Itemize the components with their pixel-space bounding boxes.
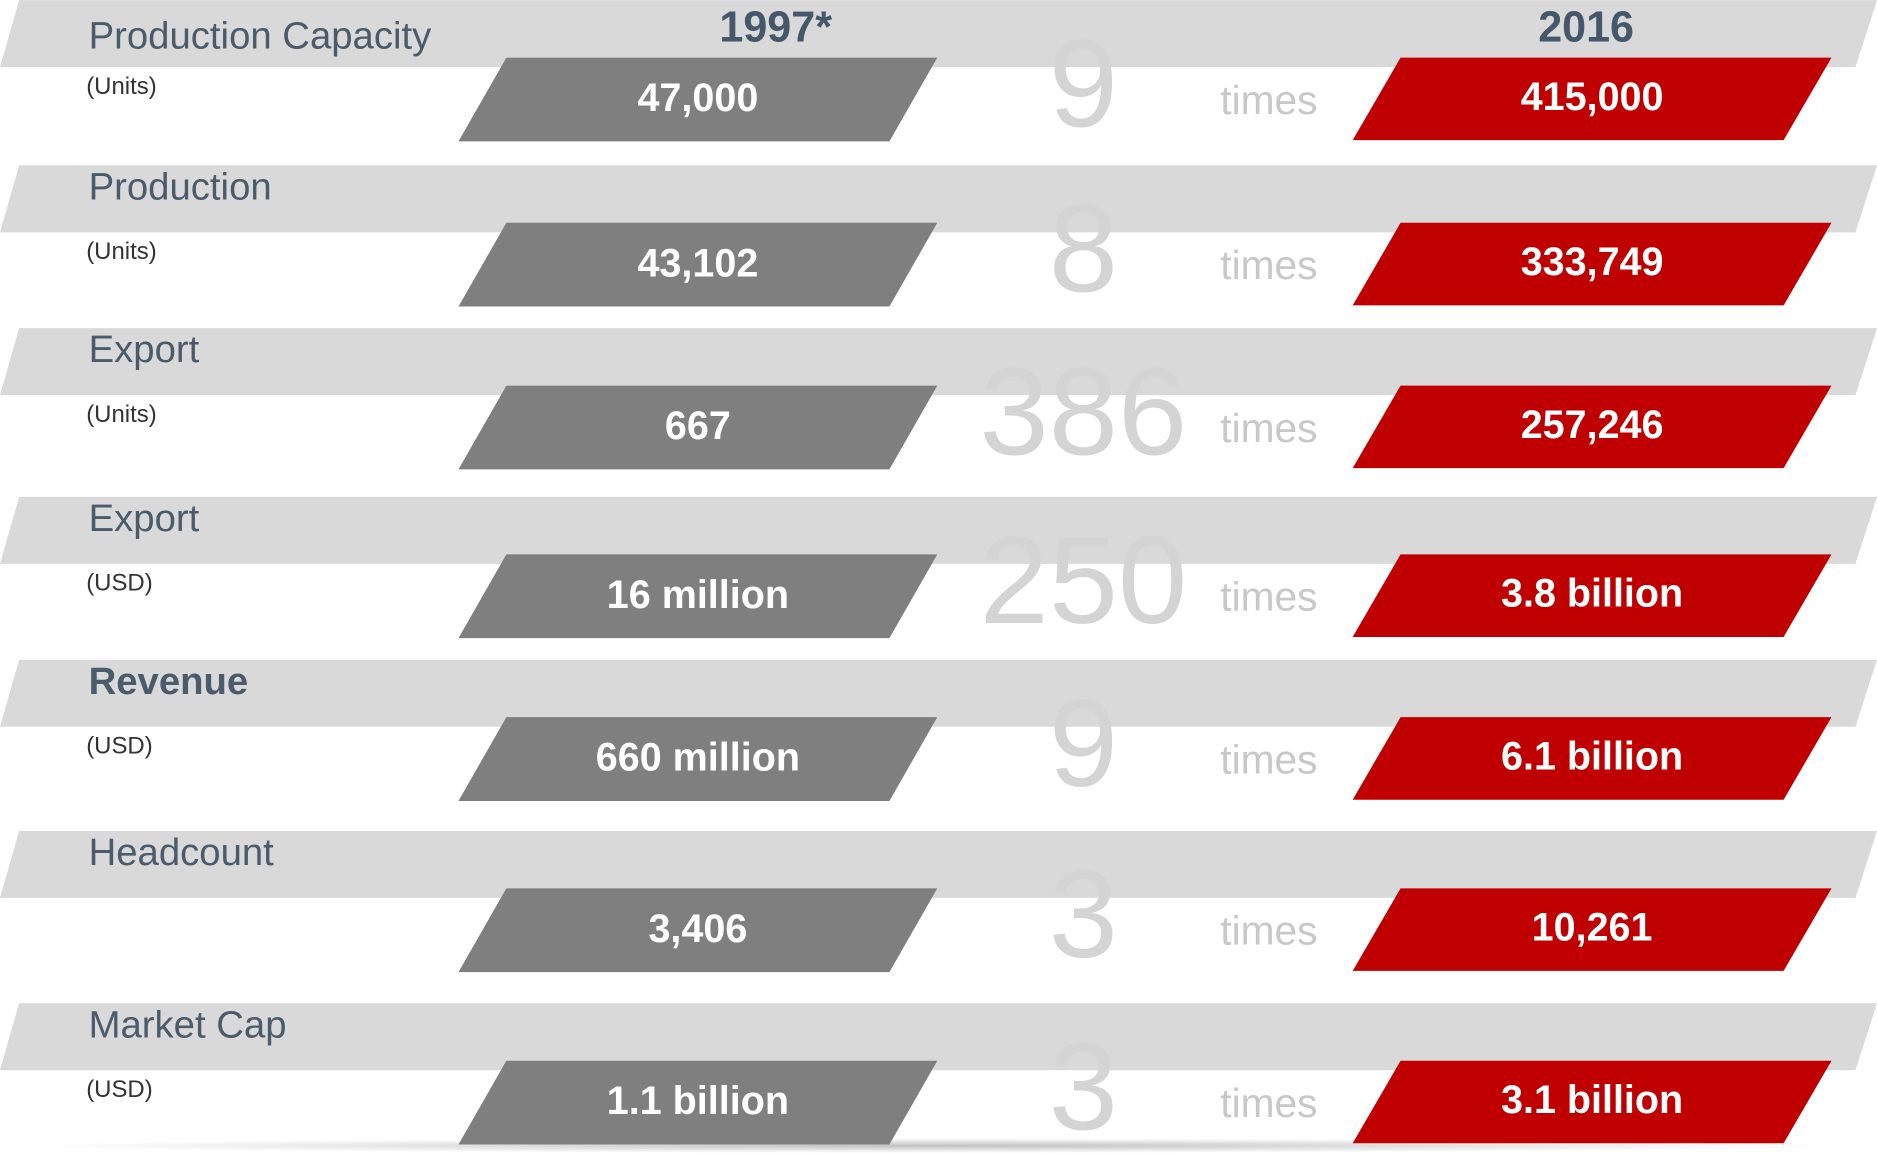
row-band	[0, 496, 1877, 564]
from-value: 1.1 billion	[607, 1079, 789, 1123]
to-box	[1352, 888, 1832, 971]
from-box	[458, 385, 938, 470]
to-box	[1352, 717, 1832, 800]
row-unit: (Units)	[86, 401, 156, 428]
times-word: times	[1220, 77, 1317, 123]
to-value: 333,749	[1521, 240, 1664, 284]
times-word: times	[1220, 908, 1317, 954]
to-box	[1352, 385, 1832, 469]
from-year: 1997*	[719, 3, 832, 51]
to-value: 3.1 billion	[1501, 1078, 1683, 1122]
row-label: Production	[89, 165, 272, 208]
row-unit: (USD)	[86, 570, 152, 597]
multiple: 3	[1049, 1018, 1118, 1153]
row-band	[0, 659, 1877, 727]
row-unit: (USD)	[86, 732, 152, 759]
to-box	[1352, 222, 1832, 306]
row-label: Export	[89, 328, 200, 371]
row-band	[0, 830, 1877, 898]
row-label: Export	[89, 497, 200, 540]
row-label: Production Capacity	[89, 15, 433, 58]
row-label: Headcount	[89, 831, 275, 874]
times-word: times	[1220, 242, 1317, 288]
times-word: times	[1220, 736, 1317, 782]
from-box	[458, 888, 938, 973]
row-unit: (Units)	[86, 238, 156, 265]
from-value: 660 million	[596, 736, 800, 780]
multiple: 386	[979, 342, 1187, 481]
row-label: Revenue	[89, 660, 249, 703]
row-unit: (Units)	[86, 73, 156, 100]
row-band	[0, 1003, 1877, 1071]
to-year: 2016	[1538, 3, 1634, 51]
multiple: 3	[1049, 845, 1118, 984]
from-value: 16 million	[607, 573, 789, 617]
multiple: 250	[979, 511, 1187, 650]
times-word: times	[1220, 405, 1317, 451]
multiple: 9	[1049, 674, 1118, 813]
to-box	[1352, 57, 1832, 141]
row-band	[0, 328, 1877, 396]
to-value: 415,000	[1521, 75, 1664, 119]
row-band	[0, 0, 1877, 68]
to-value: 6.1 billion	[1501, 734, 1683, 778]
to-value: 3.8 billion	[1501, 572, 1683, 616]
from-box	[458, 717, 938, 801]
multiple: 9	[1049, 14, 1118, 153]
to-box	[1352, 554, 1832, 637]
from-value: 667	[665, 404, 731, 448]
from-box	[458, 554, 938, 639]
from-box	[458, 57, 938, 142]
times-word: times	[1220, 1080, 1317, 1126]
row-label: Market Cap	[89, 1003, 287, 1046]
row-band	[0, 165, 1877, 233]
times-word: times	[1220, 574, 1317, 620]
from-value: 3,406	[648, 907, 747, 951]
from-box	[458, 1060, 938, 1145]
to-box	[1352, 1060, 1832, 1144]
to-value: 257,246	[1521, 403, 1664, 447]
from-value: 47,000	[637, 76, 758, 120]
row-unit: (USD)	[86, 1076, 152, 1103]
from-box	[458, 222, 938, 307]
from-value: 43,102	[637, 241, 758, 285]
multiple: 8	[1049, 180, 1118, 319]
to-value: 10,261	[1532, 906, 1653, 950]
